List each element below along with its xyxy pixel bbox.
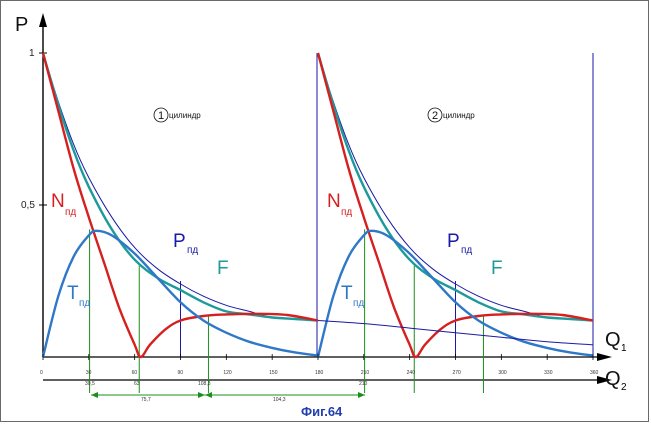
x-axis-2-sub: 2 [621, 382, 627, 393]
series-P-cylinder-1 [42, 52, 319, 321]
dimension-arrow-mid-r [205, 392, 212, 398]
x-tick-label-180: 180 [315, 370, 324, 376]
series-T-cylinder-1 [41, 229, 319, 358]
label-T-2-sub: пд [353, 298, 364, 309]
label-P-1: P [173, 231, 186, 252]
cylinder-2-circle [427, 107, 443, 123]
label-P-2: P [447, 231, 460, 252]
x-tick-label-120: 120 [223, 370, 232, 376]
x-axis-2-label: Q [605, 368, 621, 390]
marker-label-4: 210 [359, 381, 368, 387]
y-tick-label-05: 0,5 [21, 200, 35, 211]
cylinder-1-number: 1 [158, 110, 164, 122]
label-P-2-sub: пд [461, 245, 472, 256]
label-F-1: F [217, 258, 229, 279]
label-N-1: N [51, 191, 65, 212]
label-T-1: T [67, 283, 79, 304]
label-T-1-sub: пд [79, 298, 90, 309]
x-tick-label-90: 90 [178, 370, 184, 376]
x-tick-label-360: 360 [590, 370, 599, 376]
cylinder-2-number: 2 [432, 110, 438, 122]
marker-label-3: 108,3 [198, 381, 211, 387]
label-F-2: F [491, 258, 503, 279]
x-tick-label-60: 60 [132, 370, 138, 376]
x-tick-label-270: 270 [453, 370, 462, 376]
x-axis-1-label: Q [605, 329, 621, 351]
x-tick-label-330: 330 [544, 370, 553, 376]
y-tick-label-1: 1 [29, 48, 35, 59]
label-T-2: T [341, 283, 353, 304]
series-N-cylinder-1 [41, 52, 319, 359]
x-axis-1-arrow [597, 353, 612, 361]
series-F-cylinder-2 [316, 52, 594, 322]
x-tick-label-150: 150 [269, 370, 278, 376]
series-P-cylinder-2 [317, 52, 594, 321]
x-tick-label-30: 30 [86, 370, 92, 376]
marker-label-2: 63 [134, 381, 140, 387]
x-tick-label-210: 210 [361, 370, 370, 376]
label-P-1-sub: пд [187, 245, 198, 256]
dimension-arrow-left [91, 392, 98, 398]
cylinder-2-label: цилиндр [443, 111, 475, 120]
marker-label-1: 30,5 [85, 381, 95, 387]
x-tick-label-0: 0 [40, 370, 43, 376]
x-tick-label-240: 240 [407, 370, 416, 376]
cylinder-1-circle [153, 107, 169, 123]
x-axis-2-arrow [597, 376, 612, 384]
series-F-cylinder-1 [41, 52, 319, 322]
label-N-2: N [327, 191, 341, 212]
dimension-label-2: 104,3 [273, 397, 286, 403]
x-tick-label-300: 300 [498, 370, 507, 376]
dimension-arrow-right [358, 392, 365, 398]
figure-caption: Фиг.64 [301, 404, 343, 419]
x-axis-1-sub: 1 [621, 343, 627, 354]
dimension-arrow-mid-l [198, 392, 205, 398]
y-axis-label: P [15, 14, 28, 36]
label-N-1-sub: пд [65, 207, 76, 218]
cylinder-1-label: цилиндр [169, 111, 201, 120]
y-axis-arrow [39, 13, 47, 27]
label-N-2-sub: пд [341, 207, 352, 218]
dimension-label-1: 75,7 [141, 397, 151, 403]
series-N-cylinder-2 [316, 52, 594, 359]
series-tail-cylinder-1 [317, 320, 594, 346]
series-T-cylinder-2 [316, 229, 594, 358]
